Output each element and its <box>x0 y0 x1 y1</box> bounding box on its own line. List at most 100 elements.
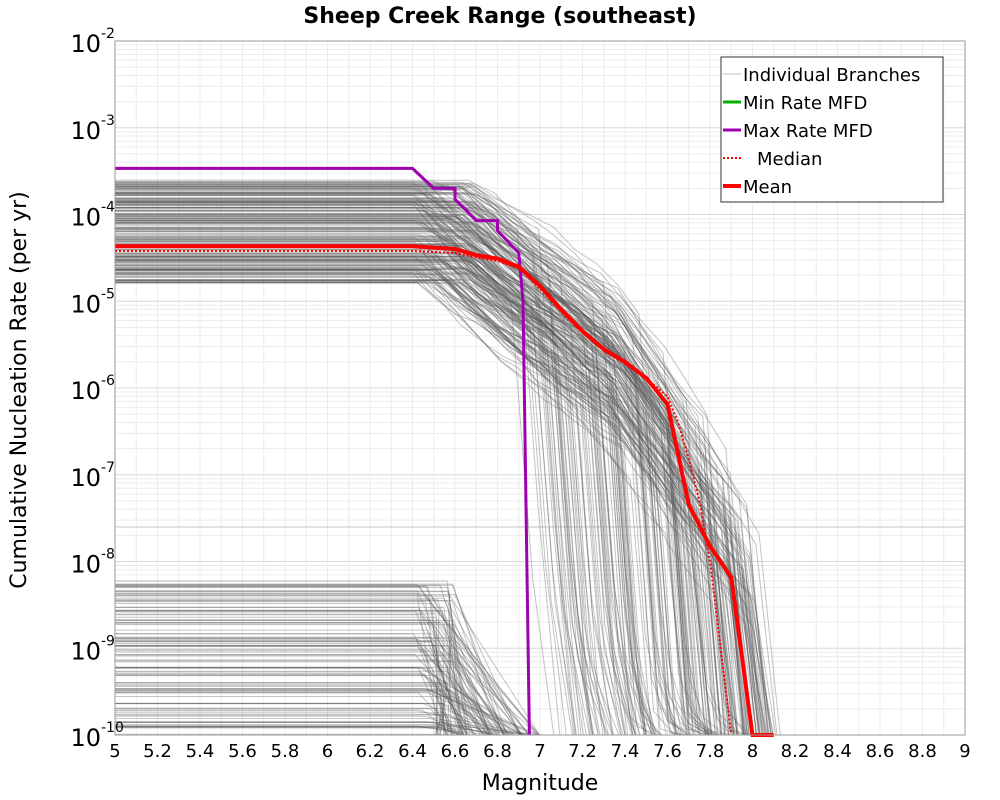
y-tick-base: 10 <box>70 464 101 492</box>
branch-line <box>115 192 790 736</box>
branch-line <box>115 660 483 736</box>
branch-line <box>115 280 795 736</box>
median-line <box>115 250 733 736</box>
branch-line <box>115 192 692 736</box>
branch-line <box>115 262 637 736</box>
branch-line <box>115 640 491 736</box>
x-tick-label: 8.4 <box>823 741 852 762</box>
y-tick-label: 10 -5 <box>70 286 115 318</box>
branch-line <box>115 184 790 736</box>
branch-line <box>115 691 474 736</box>
branch-line <box>115 646 509 736</box>
branch-line <box>115 193 769 736</box>
x-tick-label: 7.2 <box>568 741 597 762</box>
branch-line <box>115 726 460 736</box>
branch-line <box>115 600 523 736</box>
branch-line <box>115 586 530 736</box>
x-tick-label: 6.4 <box>398 741 427 762</box>
branch-line <box>115 272 776 736</box>
branch-line <box>115 590 462 736</box>
mean-line <box>115 244 774 737</box>
branch-line <box>115 726 461 736</box>
y-tick-base: 10 <box>70 204 101 232</box>
branch-line <box>115 262 753 736</box>
branch-line <box>115 249 606 736</box>
branch-line <box>115 688 490 736</box>
branch-line <box>115 220 648 736</box>
branch-line <box>115 702 511 736</box>
branch-line <box>115 203 697 736</box>
branch-line <box>115 724 540 736</box>
y-tick-base: 10 <box>70 117 101 145</box>
x-tick-label: 7 <box>534 741 545 762</box>
branch-line <box>115 692 460 736</box>
branch-line <box>115 202 757 736</box>
branch-line <box>115 714 477 736</box>
branch-line <box>115 280 660 736</box>
branch-line <box>115 268 626 736</box>
branch-line <box>115 201 766 736</box>
branch-line <box>115 207 692 736</box>
branch-line <box>115 640 467 736</box>
y-tick-exponent: -2 <box>101 26 115 42</box>
branch-line <box>115 597 505 736</box>
branch-line <box>115 219 688 736</box>
legend-label: Mean <box>743 177 792 198</box>
branch-line <box>115 670 501 736</box>
branch-line <box>115 256 694 736</box>
branch-line <box>115 261 781 736</box>
branch-line <box>115 237 787 736</box>
legend-label: Min Rate MFD <box>743 93 867 114</box>
x-tick-label: 8.8 <box>908 741 937 762</box>
branch-line <box>115 255 737 736</box>
branch-line <box>115 580 468 736</box>
branch-line <box>115 263 578 736</box>
branch-line <box>115 256 594 736</box>
x-tick-label: 7.8 <box>696 741 725 762</box>
branch-line <box>115 726 473 736</box>
branch-line <box>115 622 492 736</box>
branch-line <box>115 611 464 736</box>
branch-line <box>115 192 723 736</box>
branch-line <box>115 252 682 736</box>
branch-line <box>115 265 624 736</box>
y-tick-exponent: -8 <box>101 547 115 563</box>
branch-line <box>115 255 715 736</box>
branch-line <box>115 188 742 736</box>
y-tick-exponent: -10 <box>101 720 124 736</box>
branch-line <box>115 274 607 736</box>
branch-line <box>115 273 682 736</box>
branch-line <box>115 239 772 736</box>
branch-line <box>115 640 462 736</box>
branch-line <box>115 592 440 736</box>
branch-line <box>115 659 464 736</box>
branch-line <box>115 223 780 736</box>
branch-line <box>115 610 467 736</box>
branch-line <box>115 280 667 736</box>
branch-line <box>115 199 720 736</box>
branch-line <box>115 586 449 736</box>
branch-line <box>115 282 673 736</box>
branch-line <box>115 638 453 736</box>
branch-line <box>115 203 773 736</box>
branch-line <box>115 267 737 736</box>
branch-line <box>115 633 468 736</box>
branch-line <box>115 182 729 736</box>
branch-line <box>115 187 712 736</box>
branch-line <box>115 282 573 736</box>
branch-line <box>115 703 445 736</box>
branch-line <box>115 709 454 736</box>
branch-line <box>115 192 782 736</box>
branch-line <box>115 270 710 736</box>
branch-line <box>115 583 538 736</box>
branch-line <box>115 216 712 736</box>
branch-line <box>115 266 715 736</box>
branch-line <box>115 206 752 736</box>
branch-line <box>115 690 540 736</box>
branch-line <box>115 207 604 736</box>
branch-line <box>115 278 664 736</box>
series-lines <box>115 166 774 737</box>
legend-label: Median <box>757 149 822 170</box>
branch-line <box>115 675 468 736</box>
branch-line <box>115 623 521 736</box>
